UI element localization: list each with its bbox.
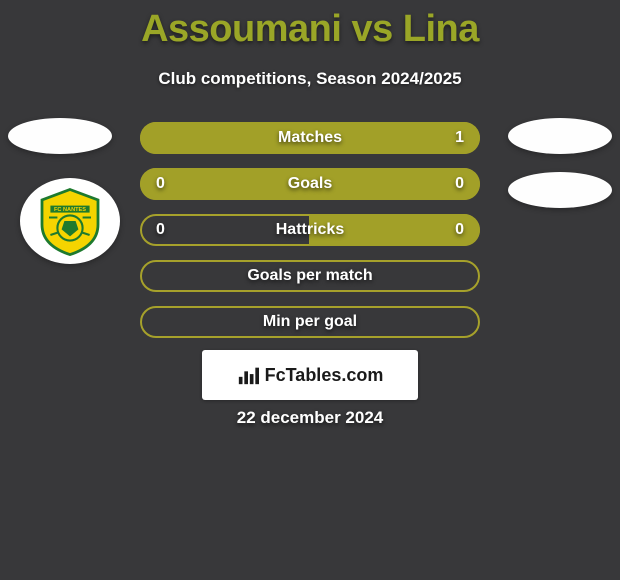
stat-label: Matches <box>142 129 478 147</box>
player-right-avatar-1 <box>508 118 612 154</box>
stat-row-goals: 0 Goals 0 <box>140 168 480 200</box>
player-right-avatar-2 <box>508 172 612 208</box>
subtitle: Club competitions, Season 2024/2025 <box>0 69 620 89</box>
date-label: 22 december 2024 <box>0 408 620 428</box>
stat-label: Hattricks <box>142 221 478 239</box>
stat-right-value: 0 <box>448 175 464 193</box>
page-title: Assoumani vs Lina <box>0 0 620 51</box>
watermark-text: FcTables.com <box>265 365 384 386</box>
watermark: FcTables.com <box>202 350 418 400</box>
stat-label: Goals per match <box>142 267 478 285</box>
player-left-avatar <box>8 118 112 154</box>
stat-row-hattricks: 0 Hattricks 0 <box>140 214 480 246</box>
stat-row-gpm: Goals per match <box>140 260 480 292</box>
stat-row-matches: Matches 1 <box>140 122 480 154</box>
svg-text:FC NANTES: FC NANTES <box>54 207 86 213</box>
stat-label: Goals <box>142 175 478 193</box>
stat-label: Min per goal <box>142 313 478 331</box>
stats-table: Matches 1 0 Goals 0 0 Hattricks 0 Goals … <box>140 122 480 352</box>
stat-right-value: 1 <box>448 129 464 147</box>
bar-chart-icon <box>237 364 259 386</box>
player-left-club-badge: FC NANTES <box>20 178 120 264</box>
stat-left-value: 0 <box>156 175 172 193</box>
stat-left-value: 0 <box>156 221 172 239</box>
stat-row-mpg: Min per goal <box>140 306 480 338</box>
club-crest-icon: FC NANTES <box>35 186 105 256</box>
stat-right-value: 0 <box>448 221 464 239</box>
